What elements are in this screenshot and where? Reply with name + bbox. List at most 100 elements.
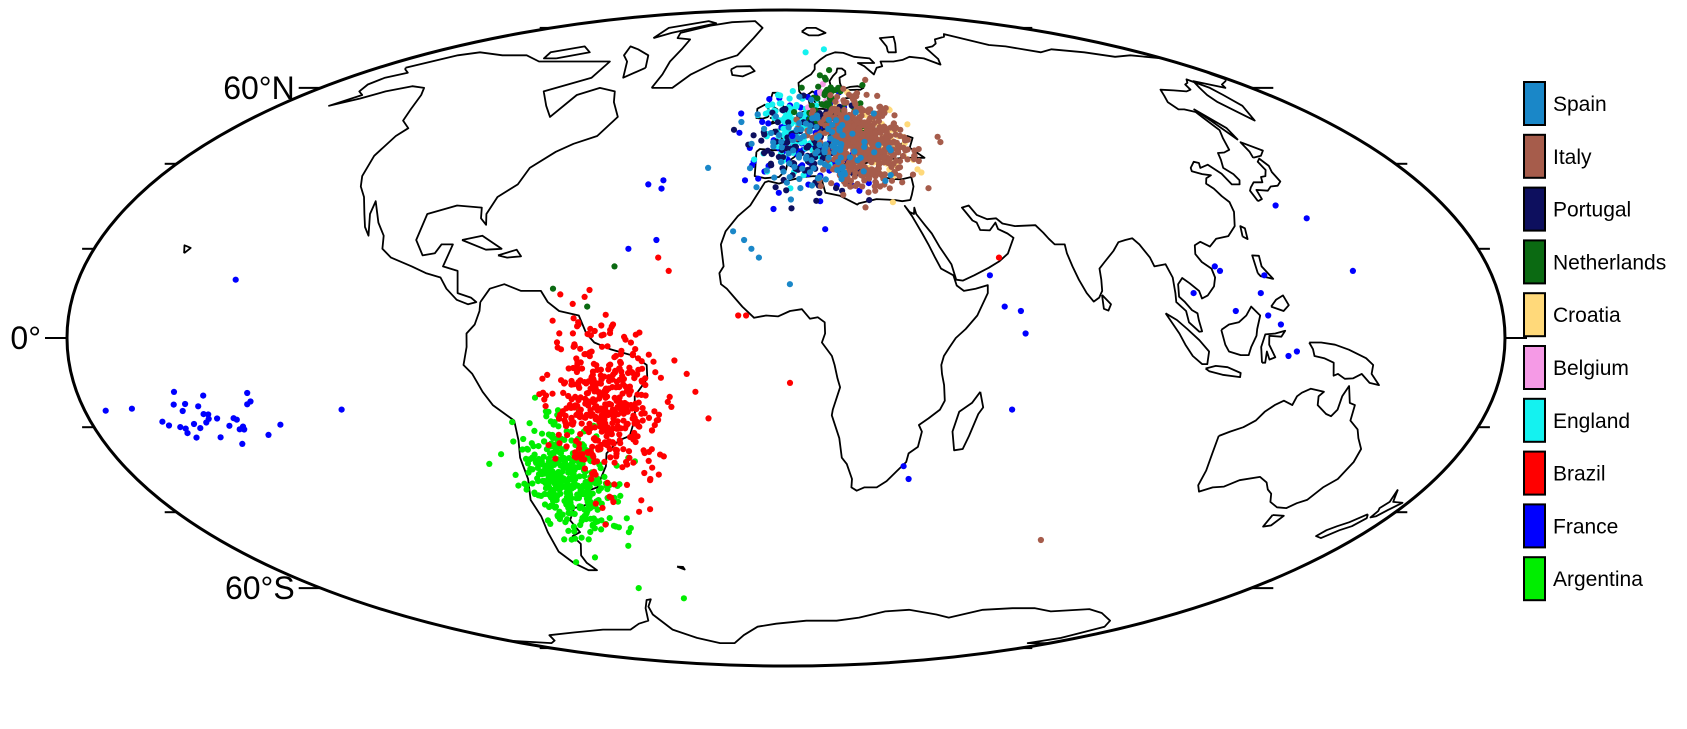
data-point-italy — [897, 126, 904, 133]
data-point-spain — [787, 196, 795, 203]
data-point-spain — [861, 143, 868, 150]
data-point-spain — [783, 179, 791, 186]
data-point-netherlands — [818, 101, 825, 108]
data-point-argentina — [577, 521, 584, 529]
data-point-spain — [776, 132, 783, 139]
data-point-argentina — [568, 476, 575, 483]
data-point-italy — [851, 98, 858, 105]
data-point-brazil — [602, 521, 609, 528]
data-point-italy — [849, 93, 856, 100]
data-point-argentina — [572, 535, 579, 542]
data-point-france — [102, 407, 109, 414]
data-point-portugal — [788, 205, 795, 212]
data-point-brazil — [602, 311, 609, 318]
data-point-brazil — [638, 391, 645, 398]
data-point-italy — [841, 108, 848, 115]
data-point-brazil — [581, 293, 588, 300]
data-point-france — [755, 175, 762, 182]
data-point-argentina — [575, 482, 582, 489]
data-point — [1272, 202, 1279, 209]
data-point-italy — [853, 116, 860, 124]
data-point-brazil — [609, 420, 616, 427]
data-point-argentina — [551, 474, 558, 481]
data-point-brazil — [577, 406, 584, 413]
data-point-spain — [875, 141, 882, 149]
data-point-spain — [814, 148, 821, 155]
data-point-argentina — [568, 510, 575, 517]
data-point-france — [170, 388, 178, 395]
data-point-brazil — [539, 375, 546, 382]
data-point-italy — [840, 85, 847, 92]
data-point — [802, 49, 809, 56]
data-point-brazil — [542, 403, 549, 410]
data-point-portugal — [833, 185, 840, 192]
data-point-brazil — [609, 321, 617, 328]
data-point-brazil — [591, 459, 598, 466]
data-point-brazil — [629, 405, 636, 412]
data-point-france — [170, 401, 177, 408]
legend-label: Portugal — [1553, 199, 1631, 222]
coastline-segment — [1101, 294, 1112, 312]
data-point-brazil — [638, 497, 645, 504]
data-point-brazil — [553, 339, 561, 346]
legend-swatch — [1523, 397, 1546, 443]
data-point-france — [759, 118, 766, 125]
data-point-brazil — [647, 506, 654, 513]
data-point-spain — [772, 113, 780, 120]
data-point-italy — [847, 183, 854, 190]
latitude-label: 0° — [10, 320, 41, 356]
data-point-brazil — [615, 403, 623, 410]
data-point-argentina — [595, 487, 602, 494]
data-point-france — [770, 205, 777, 213]
data-point-brazil — [610, 498, 617, 506]
data-point-portugal — [764, 147, 771, 154]
data-point-brazil — [625, 369, 632, 377]
data-point-argentina — [531, 394, 539, 401]
data-point — [683, 370, 690, 377]
data-point-brazil — [573, 454, 580, 461]
data-point-spain — [806, 127, 813, 134]
coastline-segment — [1260, 329, 1287, 364]
data-point-brazil — [604, 343, 611, 350]
data-point-spain — [791, 163, 798, 170]
data-point-france — [765, 120, 772, 127]
coastline-segment — [1220, 305, 1262, 356]
data-point-argentina — [515, 482, 522, 489]
latitude-label: 60°N — [223, 70, 295, 106]
data-point-brazil — [634, 418, 641, 426]
data-point-italy — [843, 140, 850, 147]
data-point-spain — [785, 124, 792, 131]
data-point — [625, 245, 632, 252]
data-point-argentina — [568, 495, 575, 502]
data-point-brazil — [613, 378, 621, 385]
data-point-argentina — [509, 419, 516, 426]
data-point-brazil — [598, 343, 606, 350]
data-point-italy — [911, 152, 918, 160]
data-point-italy — [859, 132, 866, 139]
legend-swatch — [1523, 450, 1546, 496]
legend-swatch — [1523, 186, 1546, 232]
legend-label: Croatia — [1553, 304, 1621, 327]
data-point-portugal — [805, 142, 812, 150]
data-point-spain — [834, 167, 841, 174]
data-point-argentina — [541, 501, 549, 508]
data-point-italy — [872, 129, 879, 136]
data-point-argentina — [530, 443, 537, 450]
data-point-brazil — [602, 401, 609, 408]
data-point — [1349, 267, 1356, 274]
data-point-spain — [837, 154, 844, 161]
data-point-italy — [874, 157, 881, 164]
data-point-brazil — [555, 431, 562, 438]
data-point — [680, 595, 688, 602]
data-point-argentina — [545, 491, 552, 498]
data-point-france — [226, 422, 233, 429]
data-point-argentina — [556, 449, 564, 456]
coastline-segment — [543, 45, 591, 60]
data-point-italy — [879, 106, 887, 114]
data-point-croatia — [889, 199, 897, 206]
data-point-brazil — [594, 444, 602, 451]
data-point-italy — [896, 158, 904, 165]
data-point-brazil — [619, 464, 626, 471]
data-point-brazil — [576, 445, 583, 452]
data-point-netherlands — [816, 72, 824, 79]
